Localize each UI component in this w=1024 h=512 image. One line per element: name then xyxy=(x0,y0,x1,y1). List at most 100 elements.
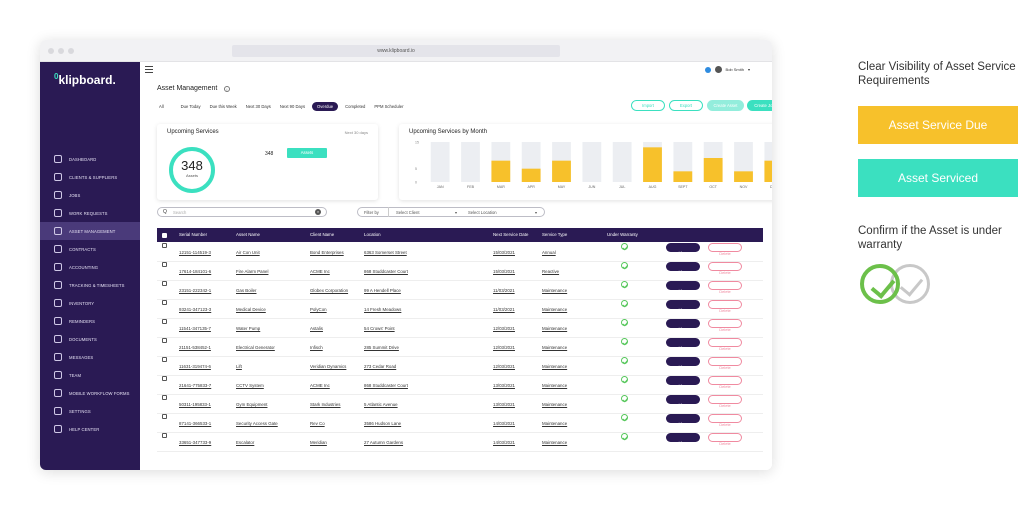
table-row[interactable]: 21151-538452-1 Electrical Generator Infisc… xyxy=(157,338,763,357)
cell-date[interactable]: 15/03/2021 xyxy=(493,269,515,274)
cell-type[interactable]: Maintenance xyxy=(542,326,568,331)
cell-client[interactable]: ACME Inc xyxy=(310,383,330,388)
view-button[interactable]: View xyxy=(666,338,700,350)
table-row[interactable]: 17614-184101-6 Fire Alarm Panel ACME Inc 86… xyxy=(157,262,763,281)
cell-serial[interactable]: 11631-319474-6 xyxy=(179,364,211,369)
cell-type[interactable]: Maintenance xyxy=(542,402,568,407)
cell-asset[interactable]: Water Pump xyxy=(236,326,261,331)
row-checkbox[interactable] xyxy=(162,395,167,400)
cell-client[interactable]: Veridian Dynamics xyxy=(310,364,347,369)
cell-type[interactable]: Maintenance xyxy=(542,364,568,369)
bar-aug[interactable] xyxy=(643,147,662,182)
cell-asset[interactable]: Gym Equipment xyxy=(236,402,268,407)
cell-type[interactable]: Reactive xyxy=(542,269,560,274)
cell-date[interactable]: 12/03/2021 xyxy=(493,326,515,331)
cell-date[interactable]: 12/03/2021 xyxy=(493,364,515,369)
sidebar-item-clients-suppliers[interactable]: CLIENTS & SUPPLIERS xyxy=(40,168,140,186)
sidebar-item-tracking-timesheets[interactable]: TRACKING & TIMESHEETS xyxy=(40,276,140,294)
url-bar[interactable]: www.klipboard.io xyxy=(232,45,560,57)
cell-type[interactable]: Maintenance xyxy=(542,345,568,350)
col-warranty[interactable]: Under Warranty xyxy=(607,232,638,237)
col-asset[interactable]: Asset Name xyxy=(236,232,260,237)
cell-serial[interactable]: 87141-366533-1 xyxy=(179,421,212,426)
cell-location[interactable]: 27 Autumn Gardens xyxy=(364,440,404,445)
cell-date[interactable]: 14/03/2021 xyxy=(493,421,515,426)
row-checkbox[interactable] xyxy=(162,243,167,248)
delete-button[interactable]: Delete xyxy=(708,376,742,389)
bar-apr[interactable] xyxy=(521,168,541,182)
sidebar-item-dashboard[interactable]: DASHBOARD xyxy=(40,150,140,168)
delete-button[interactable]: Delete xyxy=(708,395,742,408)
bar-dec[interactable] xyxy=(764,160,772,182)
row-checkbox[interactable] xyxy=(162,262,167,267)
window-close-dot[interactable] xyxy=(48,48,54,54)
sidebar-item-documents[interactable]: DOCUMENTS xyxy=(40,330,140,348)
cell-serial[interactable]: 21641-775833-7 xyxy=(179,383,212,388)
row-checkbox[interactable] xyxy=(162,376,167,381)
cell-date[interactable]: 13/03/2021 xyxy=(493,402,515,407)
cell-location[interactable]: 5 Atlantic Avenue xyxy=(364,402,398,407)
cell-asset[interactable]: Electrical Generator xyxy=(236,345,275,350)
cell-location[interactable]: 99 A Hendell Place xyxy=(364,288,401,293)
clear-search-icon[interactable]: × xyxy=(315,209,321,215)
cell-asset[interactable]: Escalator xyxy=(236,440,255,445)
search-input[interactable]: Search xyxy=(173,210,187,215)
sidebar-item-mobile-workflow-forms[interactable]: MOBILE WORKFLOW FORMS xyxy=(40,384,140,402)
cell-date[interactable]: 13/03/2021 xyxy=(493,383,515,388)
cell-location[interactable]: 868 Studdcaster Court xyxy=(364,269,408,274)
client-chevron-icon[interactable]: ▾ xyxy=(455,210,458,215)
cell-serial[interactable]: 23151-222342-1 xyxy=(179,288,212,293)
sidebar-item-settings[interactable]: SETTINGS xyxy=(40,402,140,420)
tab-ppm-scheduler[interactable]: PPM Scheduler xyxy=(374,103,404,109)
row-checkbox[interactable] xyxy=(162,319,167,324)
window-maximize-dot[interactable] xyxy=(68,48,74,54)
view-button[interactable]: View xyxy=(666,395,700,407)
cell-client[interactable]: Stark Industries xyxy=(310,402,341,407)
cell-type[interactable]: Maintenance xyxy=(542,421,568,426)
row-checkbox[interactable] xyxy=(162,300,167,305)
info-icon[interactable]: i xyxy=(224,86,230,92)
cell-type[interactable]: Maintenance xyxy=(542,288,568,293)
view-button[interactable]: View xyxy=(666,414,700,426)
cell-location[interactable]: 14 Fresh Meadows xyxy=(364,307,402,312)
cell-type[interactable]: Maintenance xyxy=(542,383,568,388)
logo[interactable]: 0klipboard. xyxy=(54,72,116,87)
cell-asset[interactable]: Fire Alarm Panel xyxy=(236,269,269,274)
cell-serial[interactable]: 11541-347135-7 xyxy=(179,326,211,331)
sidebar-item-contracts[interactable]: CONTRACTS xyxy=(40,240,140,258)
sidebar-item-team[interactable]: TEAM xyxy=(40,366,140,384)
bar-sept[interactable] xyxy=(673,171,693,182)
tab-next-90-days[interactable]: Next 90 Days xyxy=(279,103,306,109)
row-checkbox[interactable] xyxy=(162,338,167,343)
cell-client[interactable]: ACME Inc xyxy=(310,269,330,274)
sidebar-item-work-requests[interactable]: WORK REQUESTS xyxy=(40,204,140,222)
export-button[interactable]: Export xyxy=(669,100,703,111)
row-checkbox[interactable] xyxy=(162,414,167,419)
bar-oct[interactable] xyxy=(703,158,723,182)
view-button[interactable]: View xyxy=(666,281,700,293)
create-job-button[interactable]: Create Job xyxy=(747,100,772,111)
row-checkbox[interactable] xyxy=(162,433,167,438)
cell-location[interactable]: 54 Crows' Point xyxy=(364,326,395,331)
sidebar-item-asset-management[interactable]: ASSET MANAGEMENT xyxy=(40,222,140,240)
table-row[interactable]: 12151-114519-3 Air Con Unit Bond Enterpris… xyxy=(157,243,763,262)
select-all-checkbox[interactable] xyxy=(162,233,167,238)
table-row[interactable]: 33651-347733-9 Escalator Meridian 27 Autumn… xyxy=(157,433,763,452)
tab-due-this-week[interactable]: Due this Week xyxy=(209,103,237,109)
table-row[interactable]: 21641-775833-7 CCTV System ACME Inc 868 Stu… xyxy=(157,376,763,395)
bar-nov[interactable] xyxy=(734,171,753,182)
avatar[interactable] xyxy=(714,66,722,73)
cell-date[interactable]: 11/03/2021 xyxy=(493,307,515,312)
row-checkbox[interactable] xyxy=(162,281,167,286)
sidebar-item-reminders[interactable]: REMINDERS xyxy=(40,312,140,330)
cell-client[interactable]: Meridian xyxy=(310,440,327,445)
cell-location[interactable]: 3586 Hudson Lane xyxy=(364,421,402,426)
col-location[interactable]: Location xyxy=(364,232,381,237)
cell-location[interactable]: 868 Studdcaster Court xyxy=(364,383,408,388)
cell-type[interactable]: Maintenance xyxy=(542,307,568,312)
tab-completed[interactable]: Completed xyxy=(345,103,366,109)
cell-location[interactable]: 6363 Somerset Street xyxy=(364,250,407,255)
sidebar-item-jobs[interactable]: JOBS xyxy=(40,186,140,204)
cell-serial[interactable]: 50311-195833-1 xyxy=(179,402,211,407)
hamburger-menu-icon[interactable] xyxy=(145,66,153,73)
